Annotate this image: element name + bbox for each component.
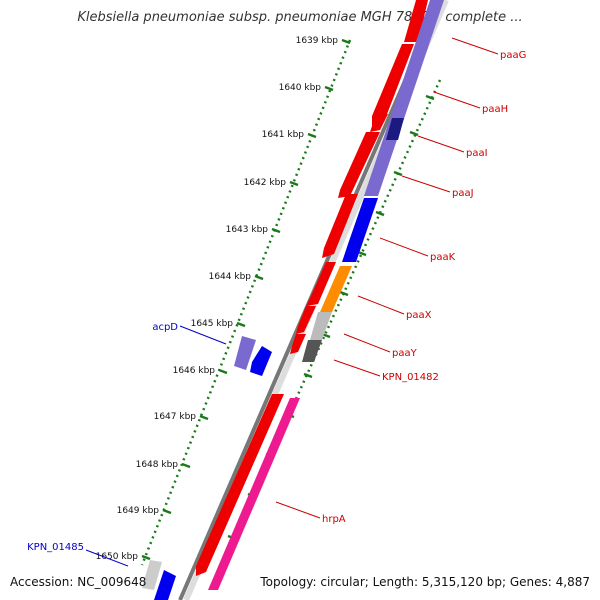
ruler-tick-label: 1645 kbp bbox=[191, 319, 234, 329]
gene-feature[interactable] bbox=[142, 560, 162, 590]
inner-ruler-line bbox=[210, 79, 442, 586]
gene-label[interactable]: KPN_01485 bbox=[27, 542, 84, 553]
gene-label[interactable]: paaG bbox=[500, 50, 526, 61]
gene-feature[interactable] bbox=[154, 570, 176, 600]
accession-text: Accession: NC_009648 bbox=[10, 575, 147, 589]
gene-label[interactable]: paaI bbox=[466, 148, 488, 159]
ruler-tick-label: 1646 kbp bbox=[173, 366, 216, 376]
gene-feature[interactable] bbox=[310, 312, 332, 340]
ruler-tick bbox=[271, 227, 281, 234]
gene-feature[interactable] bbox=[372, 44, 414, 126]
gene-feature[interactable] bbox=[302, 340, 322, 362]
gene-label[interactable]: paaK bbox=[430, 252, 456, 263]
topology-text: Topology: circular; Length: 5,315,120 bp… bbox=[260, 575, 590, 589]
gene-label[interactable]: paaH bbox=[482, 104, 508, 115]
ruler-ticks: 1639 kbp 1640 kbp 1641 kbp 1642 kbp 1643 kbp… bbox=[96, 36, 351, 562]
ruler-tick bbox=[181, 462, 191, 469]
gene-feature[interactable] bbox=[320, 266, 352, 312]
gene-feature[interactable] bbox=[208, 398, 300, 590]
ruler-tick bbox=[218, 368, 228, 375]
ruler-tick-label: 1642 kbp bbox=[244, 178, 287, 188]
ruler-tick bbox=[324, 85, 334, 92]
gene-feature[interactable] bbox=[290, 334, 306, 354]
gene-feature[interactable] bbox=[342, 198, 378, 262]
ruler-tick bbox=[236, 321, 246, 328]
gene-labels: paaG paaH paaI paaJ paaK paaX paaY KPN_01482hrp… bbox=[27, 50, 526, 553]
gene-feature[interactable] bbox=[338, 132, 380, 198]
ruler-tick-label: 1641 kbp bbox=[262, 130, 305, 140]
gene-feature[interactable] bbox=[306, 262, 336, 306]
gene-feature[interactable] bbox=[386, 118, 404, 140]
gene-feature[interactable] bbox=[234, 336, 256, 370]
gene-feature[interactable] bbox=[296, 306, 316, 334]
inner-ruler-tick bbox=[303, 372, 313, 379]
genes-other bbox=[142, 0, 444, 600]
gene-label[interactable]: KPN_01482 bbox=[382, 372, 439, 383]
ruler-tick-label: 1640 kbp bbox=[279, 83, 322, 93]
inner-ruler-tick bbox=[339, 290, 349, 297]
gene-feature[interactable] bbox=[364, 0, 444, 196]
ruler-tick-label: 1648 kbp bbox=[136, 460, 179, 470]
ruler-tick bbox=[289, 180, 299, 187]
ruler-tick bbox=[199, 414, 209, 421]
ruler-tick-label: 1649 kbp bbox=[117, 506, 160, 516]
ruler-tick-label: 1643 kbp bbox=[226, 225, 269, 235]
ruler-tick bbox=[307, 132, 317, 139]
gene-label[interactable]: acpD bbox=[152, 322, 178, 333]
ruler-tick-label: 1647 kbp bbox=[154, 412, 197, 422]
gene-label[interactable]: paaJ bbox=[452, 188, 474, 199]
gene-feature[interactable] bbox=[322, 194, 358, 258]
inner-ruler-tick bbox=[357, 250, 367, 257]
genes-red bbox=[196, 0, 428, 576]
ruler-tick-label: 1650 kbp bbox=[96, 552, 139, 562]
ruler-tick bbox=[341, 38, 351, 45]
ruler-tick bbox=[254, 274, 264, 281]
ruler-tick-label: 1644 kbp bbox=[209, 272, 252, 282]
inner-ruler-tick bbox=[393, 170, 403, 177]
gene-label[interactable]: paaY bbox=[392, 348, 418, 359]
inner-ruler-tick bbox=[425, 94, 435, 101]
gene-feature[interactable] bbox=[370, 114, 388, 132]
ruler-tick-label: 1639 kbp bbox=[296, 36, 339, 46]
inner-ruler-tick bbox=[409, 130, 419, 137]
gene-label[interactable]: hrpA bbox=[322, 514, 346, 525]
gene-label[interactable]: paaX bbox=[406, 310, 432, 321]
gene-feature[interactable] bbox=[250, 346, 272, 376]
ruler-tick bbox=[141, 554, 151, 561]
gene-feature[interactable] bbox=[196, 394, 284, 576]
gene-feature[interactable] bbox=[404, 0, 428, 42]
inner-ruler-tick bbox=[375, 210, 385, 217]
label-leaders bbox=[85, 37, 499, 567]
ruler-tick bbox=[162, 508, 172, 515]
ruler-line bbox=[140, 39, 352, 566]
